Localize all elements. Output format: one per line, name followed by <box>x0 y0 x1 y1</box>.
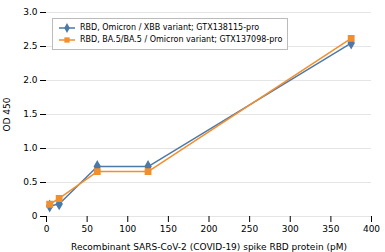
html-text:RBD, Omicron / XBB variant; GT: RBD, Omicron / XBB variant; GTX138115-pr… <box>80 23 260 32</box>
svg-text:1.5: 1.5 <box>23 109 37 119</box>
svg-text:3.0: 3.0 <box>23 7 38 17</box>
svg-text:300: 300 <box>282 224 299 234</box>
svg-text:100: 100 <box>119 224 136 234</box>
svg-text:150: 150 <box>160 224 177 234</box>
svg-text:350: 350 <box>322 224 339 234</box>
svg-text:0: 0 <box>44 224 50 234</box>
html-text:RBD, BA.5/BA.5 / Omicron varia: RBD, BA.5/BA.5 / Omicron variant; GTX137… <box>80 35 283 44</box>
svg-text:250: 250 <box>241 224 258 234</box>
svg-text:0.5: 0.5 <box>23 177 37 187</box>
svg-text:400: 400 <box>363 224 380 234</box>
svg-text:1.0: 1.0 <box>23 143 38 153</box>
svg-text:2.0: 2.0 <box>23 75 38 85</box>
svg-text:Recombinant SARS-CoV-2 (COVID-: Recombinant SARS-CoV-2 (COVID-19) spike … <box>71 242 347 252</box>
svg-text:50: 50 <box>81 224 93 234</box>
svg-text:0: 0 <box>32 211 38 221</box>
svg-text:OD 450: OD 450 <box>2 97 12 131</box>
svg-text:2.5: 2.5 <box>23 41 37 51</box>
svg-text:200: 200 <box>200 224 217 234</box>
